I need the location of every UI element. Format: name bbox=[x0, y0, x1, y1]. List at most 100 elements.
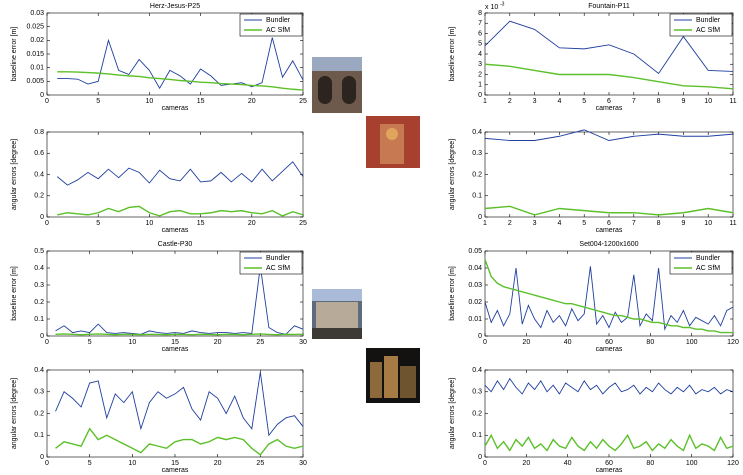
y-tick-label: 0 bbox=[478, 92, 482, 99]
x-tick-label: 10 bbox=[704, 220, 712, 227]
y-tick-label: 6 bbox=[478, 30, 482, 37]
y-tick-label: 0.01 bbox=[468, 316, 482, 323]
y-axis-label: angular errors [degree] bbox=[449, 139, 456, 210]
series-line bbox=[55, 372, 304, 437]
x-tick-label: 10 bbox=[704, 98, 712, 105]
x-tick-label: 10 bbox=[128, 460, 136, 467]
y-tick-label: 0 bbox=[478, 333, 482, 340]
x-tick-label: 20 bbox=[248, 98, 256, 105]
y-tick-label: 0.03 bbox=[468, 282, 482, 289]
y-tick-label: 0 bbox=[40, 333, 44, 340]
legend: Bundler AC SfM bbox=[239, 251, 303, 275]
chart-title: Fountain-P11 bbox=[588, 3, 630, 10]
x-tick-label: 20 bbox=[522, 339, 530, 346]
x-axis-label: cameras bbox=[162, 227, 189, 234]
y-tick-label: 5 bbox=[478, 41, 482, 48]
x-tick-label: 5 bbox=[88, 339, 92, 346]
y-tick-label: 0.1 bbox=[34, 316, 44, 323]
x-tick-label: 3 bbox=[533, 98, 537, 105]
y-tick-label: 0.3 bbox=[34, 389, 44, 396]
y-tick-label: 0 bbox=[40, 92, 44, 99]
x-axis-label: cameras bbox=[596, 105, 623, 112]
x-tick-label: 3 bbox=[533, 220, 537, 227]
x-tick-label: 20 bbox=[214, 460, 222, 467]
y-tick-label: 0 bbox=[478, 454, 482, 461]
y-tick-label: 0.005 bbox=[26, 78, 44, 85]
y-axis-label: angular errors [degree] bbox=[449, 378, 456, 449]
y-tick-label: 0.4 bbox=[34, 367, 44, 374]
x-tick-label: 11 bbox=[729, 220, 736, 227]
y-tick-label: 0.6 bbox=[34, 150, 44, 157]
x-tick-label: 5 bbox=[582, 220, 586, 227]
x-tick-label: 15 bbox=[171, 460, 179, 467]
legend: Bundler AC SfM bbox=[239, 13, 303, 37]
x-tick-label: 2 bbox=[508, 220, 512, 227]
series-line bbox=[57, 205, 304, 217]
x-tick-label: 60 bbox=[605, 339, 613, 346]
photo bbox=[366, 116, 420, 168]
y-tick-label: 0 bbox=[478, 214, 482, 221]
x-axis-label: cameras bbox=[162, 105, 189, 112]
x-tick-label: 25 bbox=[256, 339, 264, 346]
y-tick-label: 0.3 bbox=[472, 150, 482, 157]
x-tick-label: 5 bbox=[582, 98, 586, 105]
y-tick-label: 0.8 bbox=[34, 129, 44, 136]
photo bbox=[366, 348, 420, 403]
y-tick-label: 0.02 bbox=[30, 37, 44, 44]
x-tick-label: 120 bbox=[727, 339, 739, 346]
x-tick-label: 7 bbox=[632, 220, 636, 227]
x-tick-label: 0 bbox=[45, 98, 49, 105]
legend-label: Bundler bbox=[266, 255, 291, 262]
legend-label: Bundler bbox=[696, 255, 721, 262]
plot-area bbox=[484, 369, 734, 458]
x-axis-label: cameras bbox=[596, 467, 623, 474]
x-tick-label: 1 bbox=[483, 98, 487, 105]
y-axis-label: angular errors [degree] bbox=[11, 378, 18, 449]
x-tick-label: 100 bbox=[686, 339, 698, 346]
x-tick-label: 40 bbox=[564, 339, 572, 346]
x-tick-label: 80 bbox=[646, 460, 654, 467]
series-line bbox=[484, 205, 734, 216]
x-tick-label: 15 bbox=[197, 220, 205, 227]
series-line bbox=[484, 129, 734, 141]
chart: Herz-Jesus-P25 0 0.005 0.01 0.015 0.02 0.025 0.… bbox=[11, 3, 307, 112]
series-line bbox=[56, 161, 304, 186]
x-tick-label: 9 bbox=[681, 98, 685, 105]
chart: 0 0.1 0.2 0.3 0.4 0 20 40 60 80 100 120 cameras angul… bbox=[449, 367, 739, 474]
y-multiplier: x 10 bbox=[485, 4, 498, 11]
plot-area bbox=[46, 369, 304, 458]
y-tick-label: 0.5 bbox=[34, 248, 44, 255]
y-tick-label: 4 bbox=[478, 51, 482, 58]
chart: 0 0.1 0.2 0.3 0.4 1 2 3 4 5 6 7 8 9 10 11 cameras angular… bbox=[449, 129, 737, 234]
y-tick-label: 2 bbox=[478, 71, 482, 78]
series-line bbox=[484, 20, 734, 75]
y-tick-label: 7 bbox=[478, 20, 482, 27]
x-tick-label: 80 bbox=[646, 339, 654, 346]
chart: Set004-1200x1600 0 0.01 0.02 0.03 0.04 0.05 0 20… bbox=[449, 241, 739, 353]
y-tick-label: 0.3 bbox=[472, 389, 482, 396]
chart-title: Herz-Jesus-P25 bbox=[150, 3, 200, 10]
x-tick-label: 11 bbox=[729, 98, 736, 105]
series-line bbox=[57, 71, 304, 91]
y-tick-label: 3 bbox=[478, 61, 482, 68]
legend-label: AC SfM bbox=[266, 265, 290, 272]
series-line bbox=[55, 333, 304, 336]
y-axis-label: baseline error [m] bbox=[11, 266, 18, 321]
x-tick-label: 40 bbox=[564, 460, 572, 467]
x-tick-label: 20 bbox=[214, 339, 222, 346]
x-tick-label: 30 bbox=[299, 460, 307, 467]
series-line bbox=[484, 259, 733, 334]
y-tick-label: 0.2 bbox=[472, 410, 482, 417]
x-tick-label: 4 bbox=[557, 98, 561, 105]
series-line bbox=[484, 377, 734, 395]
plot-area bbox=[46, 131, 304, 218]
y-tick-label: 0.015 bbox=[26, 51, 44, 58]
x-tick-label: 7 bbox=[632, 98, 636, 105]
y-tick-label: 0.2 bbox=[34, 193, 44, 200]
legend-label: AC SfM bbox=[266, 27, 290, 34]
chart: 0 0.2 0.4 0.6 0.8 0 5 10 15 20 25 cameras angular er… bbox=[11, 129, 307, 234]
y-tick-label: 0.2 bbox=[34, 410, 44, 417]
y-tick-label: 0.1 bbox=[34, 432, 44, 439]
